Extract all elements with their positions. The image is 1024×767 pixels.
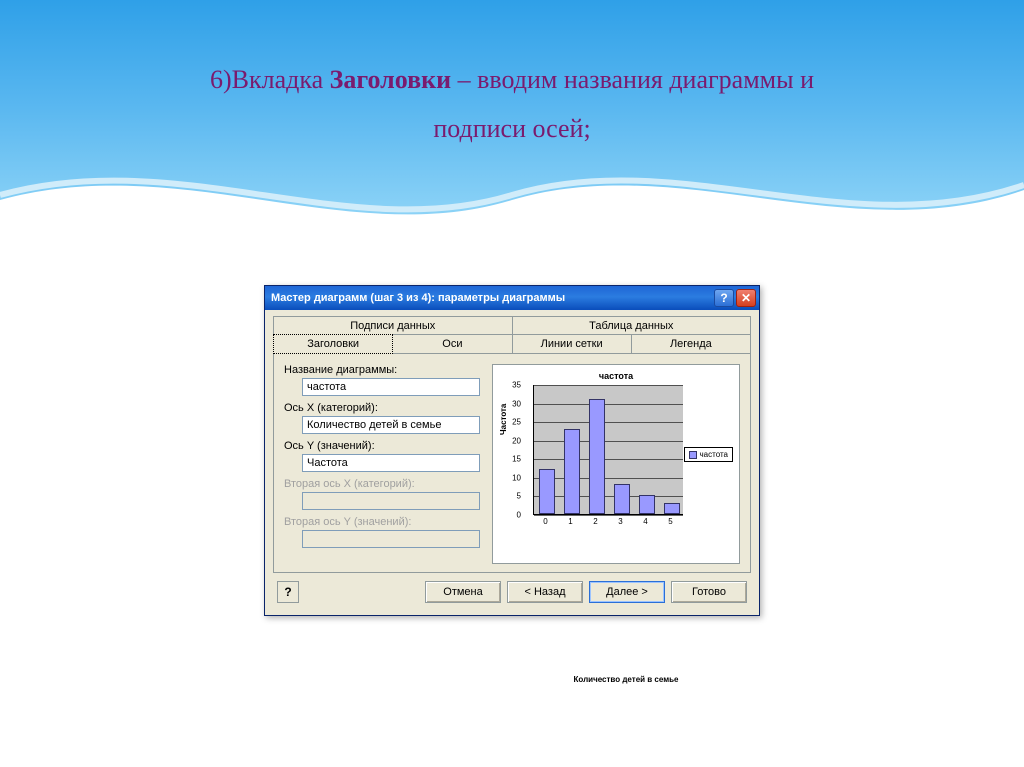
tab-data-labels[interactable]: Подписи данных [273, 316, 513, 335]
bar [614, 484, 630, 514]
field-y-axis: Ось Y (значений): [284, 440, 484, 472]
title-bold: Заголовки [330, 65, 451, 94]
tab-data-table[interactable]: Таблица данных [513, 316, 752, 335]
tab-panel: Название диаграммы: Ось X (категорий): О… [273, 354, 751, 573]
field-x2-axis: Вторая ось X (категорий): [284, 478, 484, 510]
bar [589, 399, 605, 514]
dialog-body: Подписи данных Таблица данных Заголовки … [265, 310, 759, 615]
input-y-axis[interactable] [302, 454, 480, 472]
chart-area: 05101520253035012345 [533, 385, 675, 525]
y-tick-label: 35 [512, 381, 521, 390]
close-icon[interactable]: ✕ [736, 289, 756, 307]
gridline [534, 515, 683, 516]
back-button[interactable]: < Назад [507, 581, 583, 603]
bar [664, 503, 680, 514]
label-y-axis: Ось Y (значений): [284, 440, 484, 452]
field-x-axis: Ось X (категорий): [284, 402, 484, 434]
plot-area [533, 385, 683, 515]
slide-title: 6)Вкладка Заголовки – вводим названия ди… [0, 55, 1024, 154]
tab-gridlines[interactable]: Линии сетки [513, 334, 632, 354]
gridline [534, 385, 683, 386]
gridline [534, 441, 683, 442]
x-tick-label: 3 [618, 517, 622, 526]
field-y2-axis: Вторая ось Y (значений): [284, 516, 484, 548]
chart-preview: частота Частота 05101520253035012345 Кол… [492, 364, 740, 564]
label-chart-title: Название диаграммы: [284, 364, 484, 376]
legend-swatch-icon [689, 451, 697, 459]
input-chart-title[interactable] [302, 378, 480, 396]
preview-chart-title: частота [497, 371, 735, 381]
tabs-primary: Заголовки Оси Линии сетки Легенда [273, 334, 751, 354]
y-tick-label: 30 [512, 399, 521, 408]
y-tick-label: 0 [517, 511, 521, 520]
label-x-axis: Ось X (категорий): [284, 402, 484, 414]
tab-axes[interactable]: Оси [393, 334, 512, 354]
tab-titles[interactable]: Заголовки [273, 334, 393, 354]
title-prefix: 6)Вкладка [210, 65, 330, 94]
preview-y-label: Частота [499, 404, 508, 435]
x-tick-label: 5 [668, 517, 672, 526]
gridline [534, 478, 683, 479]
wave-decoration [0, 140, 1024, 260]
label-x2-axis: Вторая ось X (категорий): [284, 478, 484, 490]
x-tick-label: 0 [543, 517, 547, 526]
input-y2-axis [302, 530, 480, 548]
window-title: Мастер диаграмм (шаг 3 из 4): параметры … [271, 292, 714, 304]
tab-legend[interactable]: Легенда [632, 334, 751, 354]
bar [564, 429, 580, 514]
next-button[interactable]: Далее > [589, 581, 665, 603]
chart-wizard-dialog: Мастер диаграмм (шаг 3 из 4): параметры … [264, 285, 760, 616]
legend-label: частота [700, 450, 729, 459]
titlebar[interactable]: Мастер диаграмм (шаг 3 из 4): параметры … [265, 286, 759, 310]
gridline [534, 422, 683, 423]
bar [639, 495, 655, 514]
help-button[interactable]: ? [277, 581, 299, 603]
input-x2-axis [302, 492, 480, 510]
y-tick-label: 5 [517, 492, 521, 501]
button-row: ? Отмена < Назад Далее > Готово [273, 573, 751, 607]
x-tick-label: 2 [593, 517, 597, 526]
gridline [534, 404, 683, 405]
input-x-axis[interactable] [302, 416, 480, 434]
y-tick-label: 15 [512, 455, 521, 464]
x-tick-label: 1 [568, 517, 572, 526]
y-tick-label: 10 [512, 473, 521, 482]
label-y2-axis: Вторая ось Y (значений): [284, 516, 484, 528]
title-suffix: – вводим названия диаграммы и [451, 65, 814, 94]
preview-x-label: Количество детей в семье [517, 675, 735, 684]
x-tick-label: 4 [643, 517, 647, 526]
y-tick-label: 20 [512, 436, 521, 445]
finish-button[interactable]: Готово [671, 581, 747, 603]
fields-column: Название диаграммы: Ось X (категорий): О… [284, 364, 484, 564]
y-tick-label: 25 [512, 418, 521, 427]
tabs-secondary: Подписи данных Таблица данных [273, 316, 751, 335]
bar [539, 469, 555, 514]
field-chart-title: Название диаграммы: [284, 364, 484, 396]
gridline [534, 496, 683, 497]
cancel-button[interactable]: Отмена [425, 581, 501, 603]
help-icon[interactable]: ? [714, 289, 734, 307]
legend: частота [684, 447, 734, 462]
title-line2: подписи осей; [433, 114, 590, 143]
gridline [534, 459, 683, 460]
